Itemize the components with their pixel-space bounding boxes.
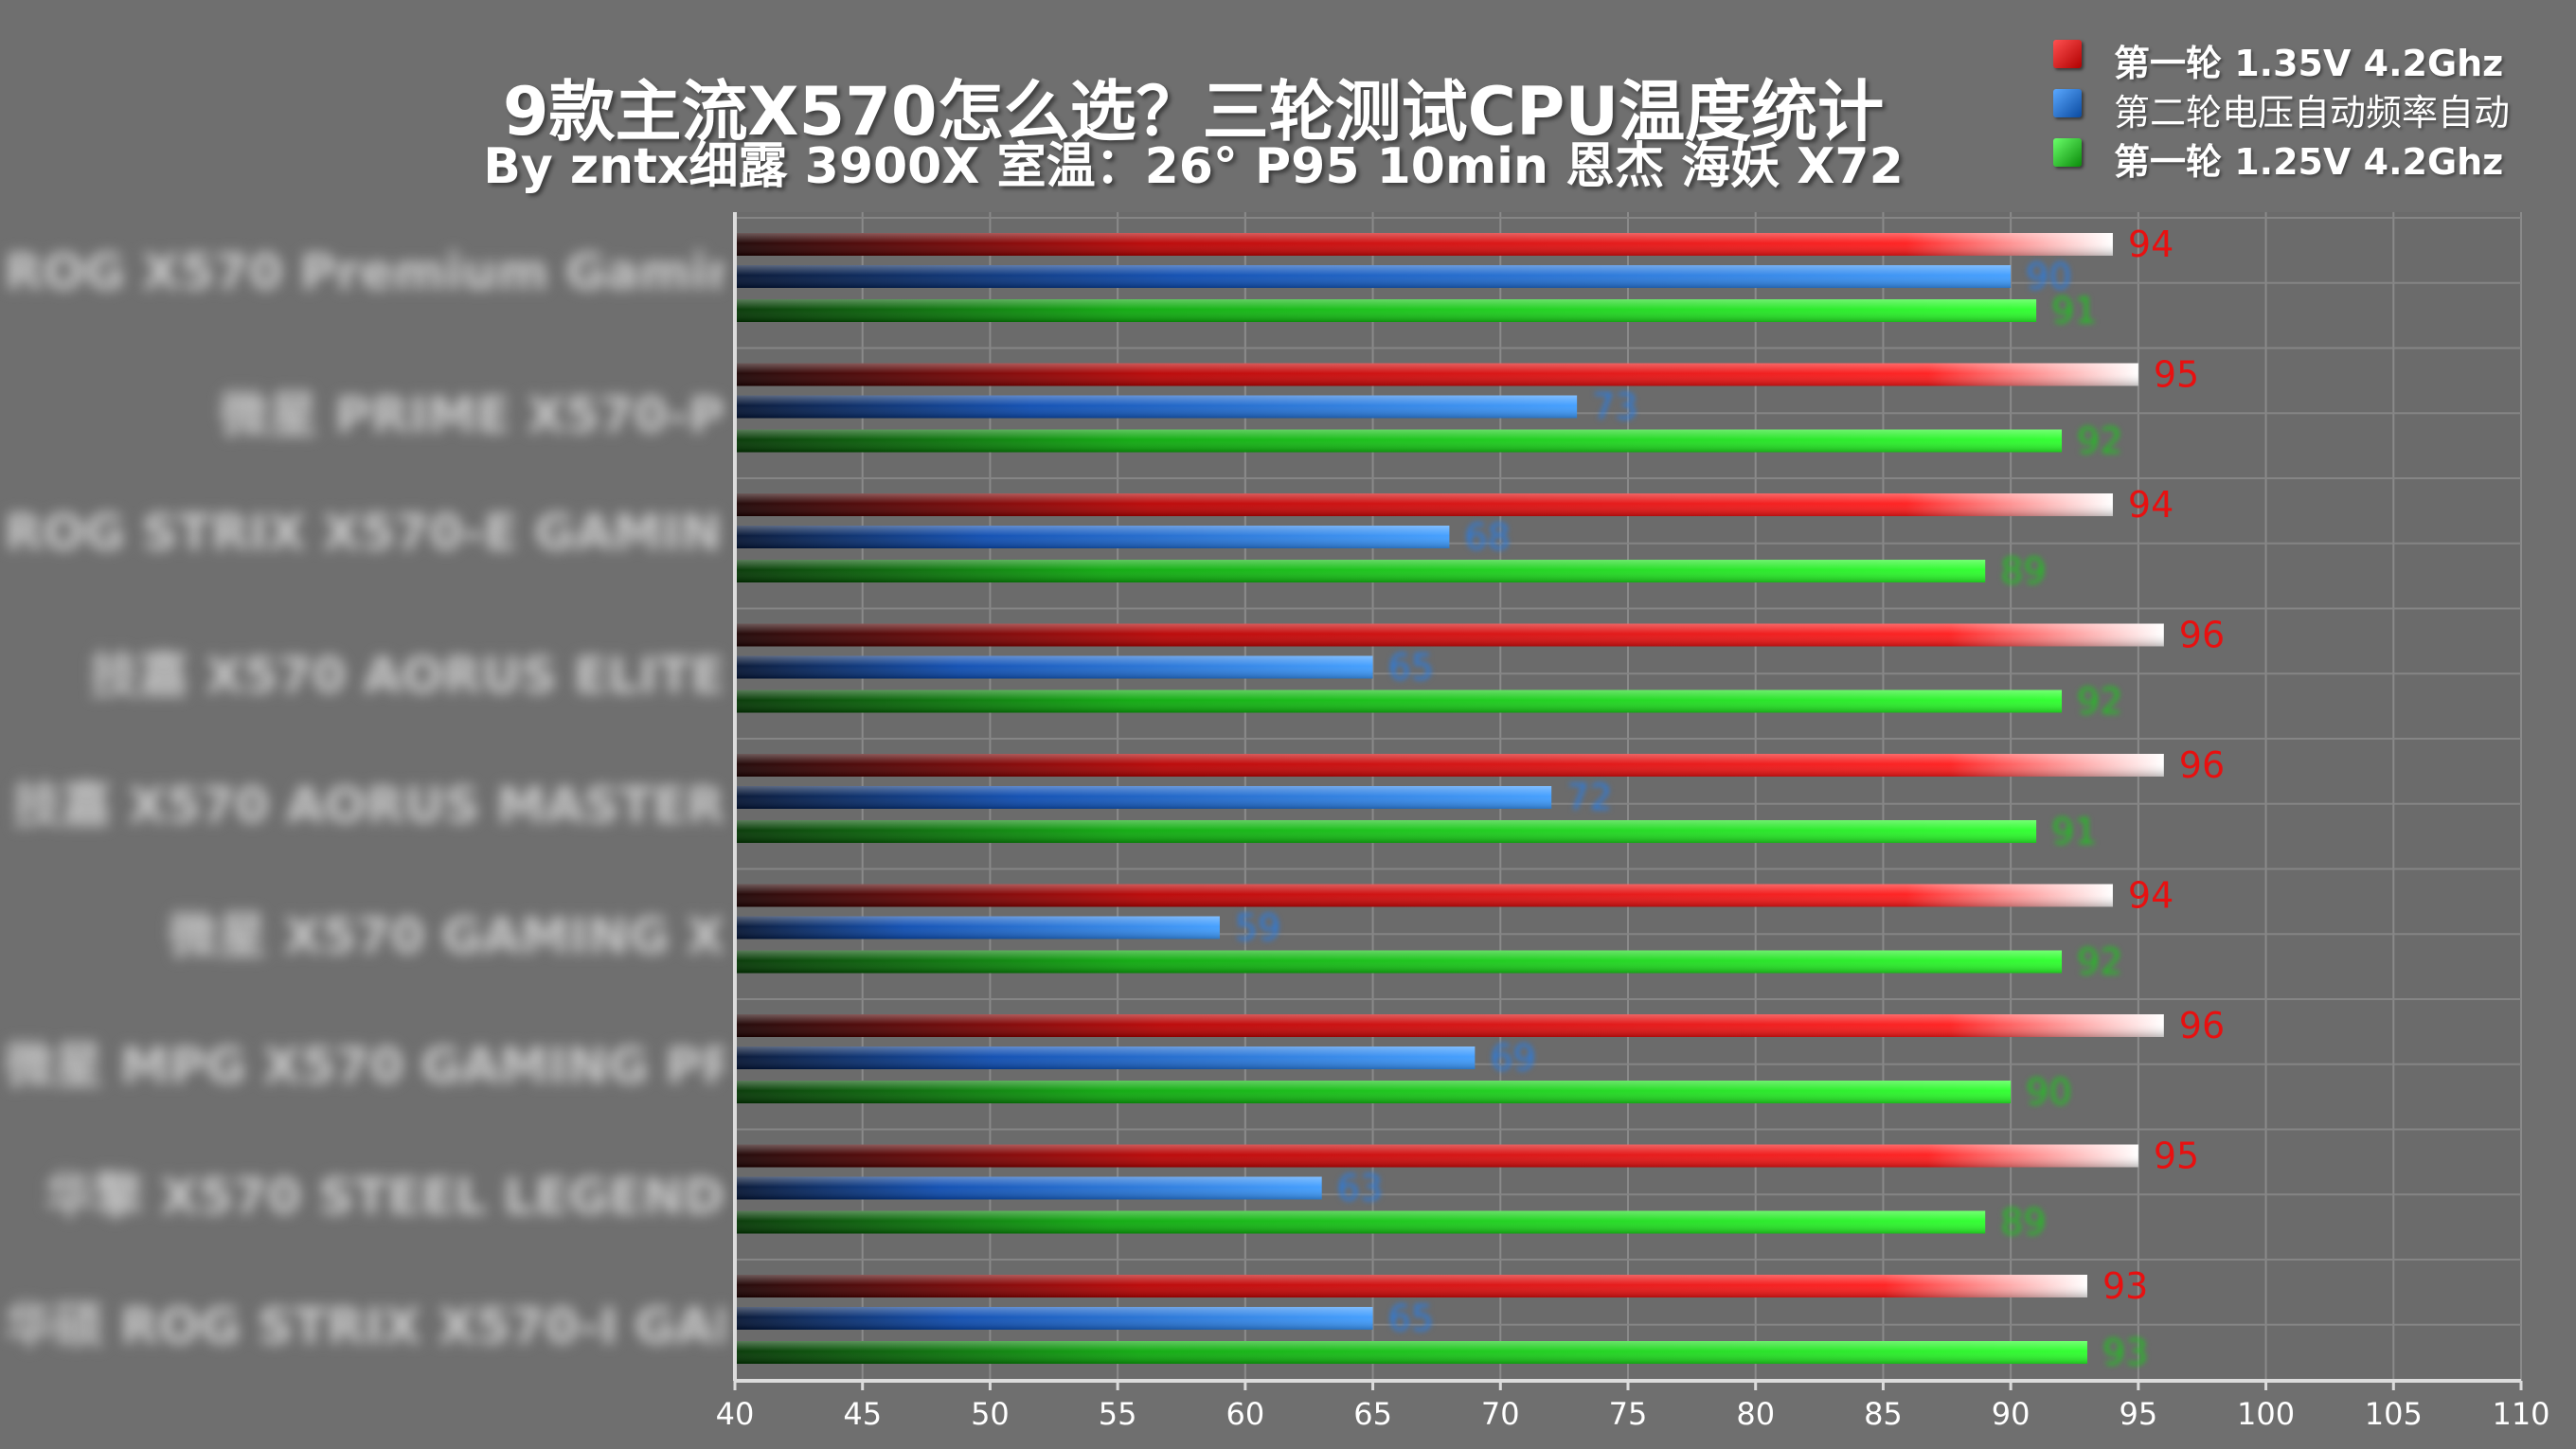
bar-shine (735, 299, 2037, 322)
data-label-red: 94 (2128, 224, 2174, 265)
data-label-green: 92 (2077, 420, 2122, 462)
data-label-red: 93 (2102, 1265, 2148, 1307)
bar-shine (735, 1210, 1986, 1234)
x-tick-label: 50 (971, 1396, 1010, 1432)
x-tick-label: 40 (716, 1396, 755, 1432)
x-tick-label: 45 (843, 1396, 882, 1432)
data-label-red: 96 (2179, 1005, 2225, 1046)
data-label-red: 96 (2179, 615, 2225, 656)
data-label-green: 92 (2077, 681, 2122, 723)
bar-shine (735, 884, 2113, 907)
bar-shine (735, 689, 2063, 713)
bar-shine (735, 1014, 2164, 1037)
legend-label-round2: 第二轮电压自动频率自动 (2114, 92, 2511, 134)
bar-shine (735, 1341, 2087, 1364)
data-label-red: 96 (2179, 744, 2225, 786)
bar-shine (735, 233, 2113, 256)
bar-shine (735, 655, 1373, 679)
category-label: 微星 MPG X570 GAMING PRO (5, 1038, 724, 1095)
bar-shine (735, 916, 1220, 939)
bar-shine (735, 1046, 1476, 1069)
bar-shine (735, 265, 2012, 288)
bar-shine (735, 820, 2037, 843)
data-label-blue: 69 (1490, 1037, 1535, 1079)
data-label-green: 89 (2000, 550, 2046, 592)
data-label-blue: 63 (1337, 1168, 1383, 1209)
x-tick-label: 105 (2365, 1396, 2423, 1432)
x-tick-label: 60 (1225, 1396, 1264, 1432)
data-label-red: 95 (2154, 354, 2199, 396)
data-label-green: 93 (2102, 1332, 2148, 1373)
x-tick-label: 75 (1609, 1396, 1648, 1432)
data-label-green: 89 (2000, 1202, 2046, 1243)
x-tick-label: 65 (1353, 1396, 1392, 1432)
bar-shine (735, 1275, 2087, 1297)
legend-label-round3: 第一轮 1.25V 4.2Ghz (2114, 141, 2504, 183)
data-label-green: 91 (2051, 290, 2097, 331)
data-labels: 9490919573929468899665929672919459929669… (1235, 224, 2225, 1373)
bar-shine (735, 560, 1986, 582)
bar-shine (735, 1144, 2138, 1168)
chart-title: 9款主流X570怎么选？三轮测试CPU温度统计 (502, 73, 1885, 151)
legend-label-round1: 第一轮 1.35V 4.2Ghz (2114, 43, 2504, 84)
legend-swatch-green (2053, 138, 2082, 167)
bar-shine (735, 950, 2063, 974)
category-label: 技嘉 X570 AORUS ELITE (89, 647, 724, 705)
data-label-red: 95 (2154, 1136, 2199, 1177)
data-label-blue: 65 (1388, 1297, 1434, 1339)
category-label: 技嘉 X570 AORUS MASTER (12, 778, 724, 834)
bar-shine (735, 786, 1552, 809)
bar-shine (735, 1307, 1373, 1330)
category-label: 华擎 X570 STEEL LEGEND (45, 1168, 724, 1225)
data-label-blue: 90 (2026, 256, 2071, 297)
bar-shine (735, 754, 2164, 777)
bar-shine (735, 526, 1450, 548)
category-label: 华硕 ROG STRIX X570-I GAMING (5, 1298, 724, 1355)
bar-shine (735, 363, 2138, 386)
category-label: 微星 X570 GAMING X (168, 907, 724, 965)
category-label: ROG STRIX X570-E GAMING (5, 505, 724, 562)
data-label-green: 91 (2051, 811, 2097, 852)
x-tick-label: 70 (1481, 1396, 1520, 1432)
bar-shine (735, 623, 2164, 647)
data-label-blue: 72 (1566, 777, 1612, 818)
bar-shine (735, 395, 1578, 419)
data-label-green: 92 (2077, 941, 2122, 983)
bars (735, 233, 2164, 1364)
x-tick-label: 110 (2492, 1396, 2549, 1432)
data-label-blue: 59 (1235, 907, 1280, 949)
bar-shine (735, 1081, 2012, 1103)
chart-subtitle: By zntx细露 3900X 室温：26° P95 10min 恩杰 海妖 X… (483, 138, 1904, 195)
x-tick-label: 85 (1864, 1396, 1903, 1432)
bar-shine (735, 1176, 1322, 1200)
legend-swatch-red (2053, 40, 2082, 68)
data-label-blue: 68 (1464, 516, 1510, 558)
bar-shine (735, 429, 2063, 453)
data-label-red: 94 (2128, 875, 2174, 917)
x-tick-label: 90 (1992, 1396, 2030, 1432)
data-label-blue: 65 (1388, 647, 1434, 689)
data-label-red: 94 (2128, 484, 2174, 526)
legend-swatch-blue (2053, 89, 2082, 117)
x-axis: 40 45 50 55 60 65 70 75 80 85 90 95 100 105 110 (716, 212, 2550, 1432)
x-tick-label: 55 (1099, 1396, 1137, 1432)
x-tick-label: 80 (1736, 1396, 1775, 1432)
x-tick-label: 100 (2237, 1396, 2295, 1432)
bar-shine (735, 493, 2113, 516)
x-tick-label: 95 (2119, 1396, 2157, 1432)
data-label-green: 90 (2026, 1071, 2071, 1113)
data-label-blue: 73 (1592, 386, 1637, 428)
category-label: ROG X570 Premium Gaming (5, 244, 724, 301)
category-label: 微星 PRIME X570-P (219, 386, 724, 444)
